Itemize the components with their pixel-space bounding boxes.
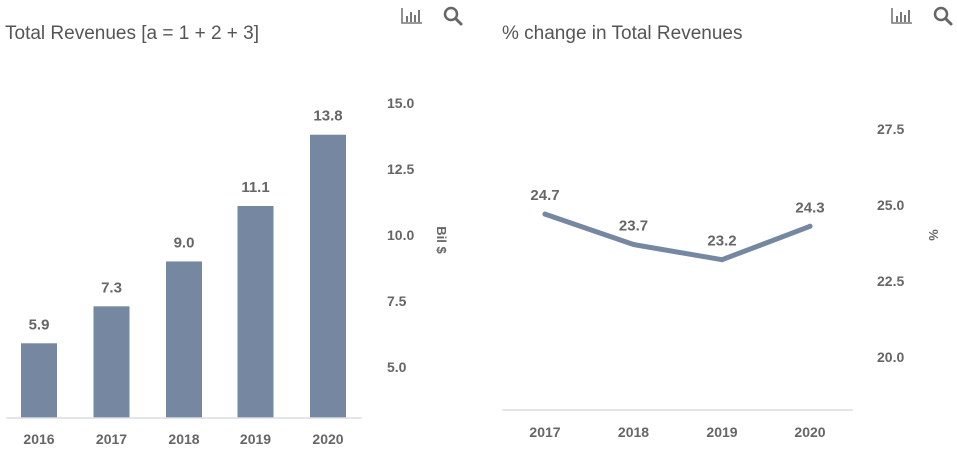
x-tick-label: 2017 (529, 424, 560, 440)
data-label: 13.8 (313, 108, 342, 125)
bar-2018[interactable] (166, 261, 202, 418)
y-tick-label: 5.0 (387, 359, 407, 375)
chart-title: % change in Total Revenues (502, 23, 742, 44)
search-icon[interactable] (443, 6, 463, 26)
point-2019[interactable] (719, 257, 725, 263)
y-axis-label: Bil $ (434, 226, 449, 254)
x-tick-label: 2020 (312, 431, 343, 447)
point-2020[interactable] (807, 223, 813, 229)
x-tick-label: 2019 (706, 424, 737, 440)
x-tick-label: 2018 (618, 424, 649, 440)
x-tick-label: 2016 (23, 431, 54, 447)
data-label: 7.3 (101, 279, 122, 296)
y-tick-label: 10.0 (387, 227, 414, 243)
y-tick-label: 15.0 (387, 95, 414, 111)
data-label: 23.7 (619, 218, 648, 235)
data-label: 5.9 (29, 316, 50, 333)
x-tick-label: 2018 (168, 431, 199, 447)
revenue-bar-chart: Total Revenues [a = 1 + 2 + 3] 5.9 2016 7.… (5, 6, 463, 447)
data-label: 23.2 (707, 233, 736, 250)
point-2017[interactable] (542, 211, 548, 217)
y-axis-label: % (926, 229, 941, 241)
x-tick-label: 2020 (794, 424, 825, 440)
search-icon[interactable] (933, 6, 953, 26)
series-line[interactable] (542, 211, 813, 263)
chart-title: Total Revenues [a = 1 + 2 + 3] (5, 23, 259, 44)
data-label: 11.1 (241, 179, 269, 196)
data-label: 24.3 (795, 199, 824, 216)
y-tick-label: 27.5 (877, 121, 904, 137)
y-tick-label: 22.5 (877, 273, 904, 289)
y-tick-label: 7.5 (387, 293, 407, 309)
x-tick-label: 2017 (96, 431, 127, 447)
bar-chart-icon[interactable] (891, 8, 912, 24)
x-tick-label: 2019 (240, 431, 271, 447)
y-tick-label: 25.0 (877, 197, 904, 213)
data-label: 9.0 (174, 234, 195, 251)
y-tick-label: 12.5 (387, 161, 414, 177)
percent-change-line-chart: % change in Total Revenues 24.7 2017 23.7 2… (502, 6, 953, 440)
y-tick-label: 20.0 (877, 349, 904, 365)
data-label: 24.7 (530, 187, 559, 204)
bar-2017[interactable] (93, 306, 130, 418)
bar-2016[interactable] (21, 343, 57, 418)
bar-chart-icon[interactable] (401, 8, 422, 24)
point-2018[interactable] (631, 242, 636, 248)
bar-2020[interactable] (310, 134, 346, 418)
bar-2019[interactable] (237, 206, 274, 418)
